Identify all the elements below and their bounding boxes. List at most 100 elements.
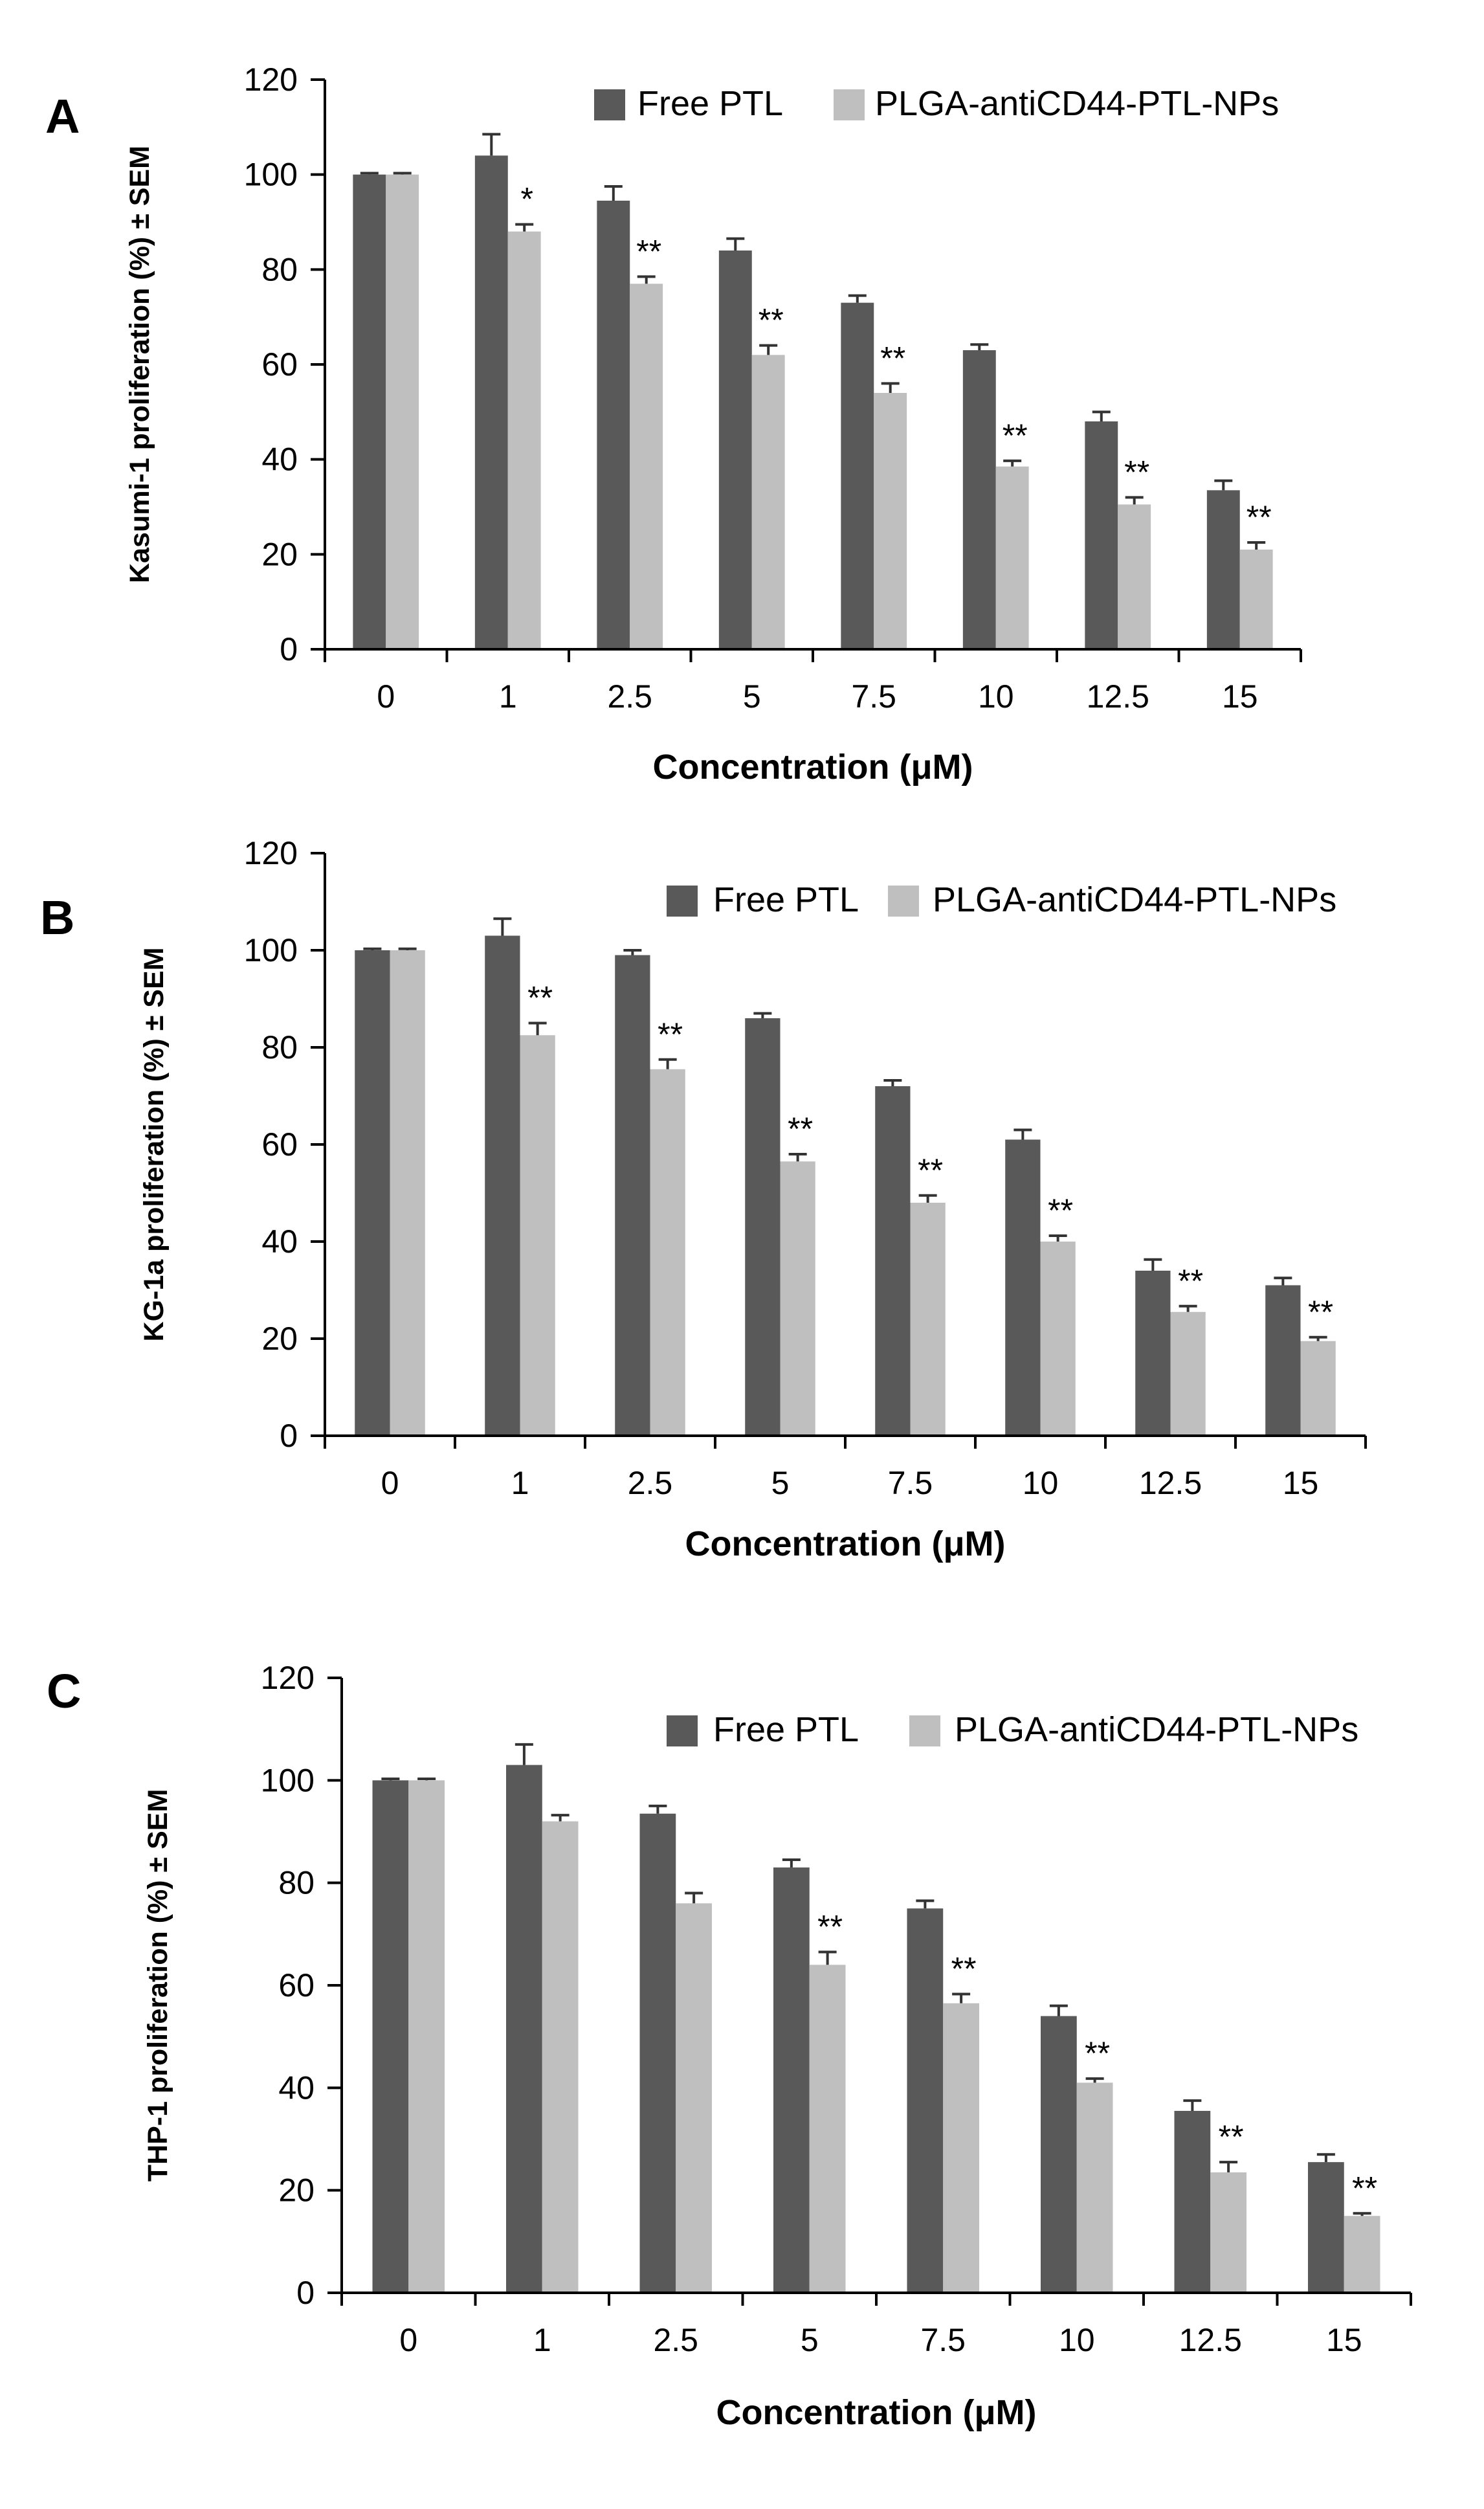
x-axis-title: Concentration (μM)	[716, 2393, 1037, 2432]
x-tick-label: 5	[743, 678, 761, 715]
bar-nps-1	[520, 1035, 555, 1436]
bar-free-ptl-2.5	[597, 201, 630, 649]
bar-free-ptl-2.5	[639, 1813, 676, 2293]
significance-marker: **	[788, 1111, 813, 1147]
bar-free-ptl-1	[505, 1765, 542, 2293]
bar-nps-5	[751, 355, 785, 649]
bar-free-ptl-0	[353, 174, 386, 650]
bar-nps-15	[1344, 2216, 1380, 2293]
legend: Free PTL PLGA-antiCD44-PTL-NPs	[594, 84, 1279, 123]
bar-free-ptl-0	[372, 1780, 409, 2293]
significance-marker: **	[636, 233, 661, 269]
bar-nps-7.5	[943, 2003, 980, 2293]
y-tick-label: 120	[244, 835, 298, 871]
x-tick-label: 10	[978, 678, 1014, 715]
significance-marker: **	[880, 340, 905, 376]
bar-free-ptl-7.5	[841, 302, 874, 650]
significance-marker: **	[1219, 2119, 1244, 2155]
bar-free-ptl-5	[745, 1018, 781, 1436]
x-axis-title: Concentration (μM)	[685, 1524, 1006, 1563]
legend-label-free-ptl: Free PTL	[637, 84, 783, 123]
x-tick-label: 2.5	[607, 678, 652, 715]
x-axis-title: Concentration (μM)	[653, 748, 973, 786]
x-tick-label: 10	[1023, 1465, 1059, 1501]
y-axis-title: Kasumi-1 proliferation (%) ± SEM	[124, 146, 155, 583]
bar-free-ptl-10	[1040, 2016, 1077, 2293]
y-tick-label: 40	[261, 1223, 298, 1260]
bar-nps-5	[809, 1965, 846, 2293]
y-tick-label: 0	[280, 1418, 298, 1454]
bar-free-ptl-12.5	[1174, 2110, 1211, 2293]
y-tick-label: 20	[278, 2172, 315, 2209]
significance-marker: **	[1308, 1294, 1333, 1330]
bar-free-ptl-12.5	[1085, 421, 1118, 649]
bar-nps-0	[386, 174, 419, 650]
y-tick-label: 60	[261, 1126, 298, 1163]
significance-marker: *	[520, 181, 533, 217]
x-tick-label: 12.5	[1179, 2322, 1242, 2358]
bar-free-ptl-5	[718, 251, 752, 649]
y-tick-label: 120	[244, 61, 298, 98]
legend-swatch-free-ptl	[667, 1715, 698, 1746]
bar-nps-15	[1239, 550, 1273, 649]
panel-letter: B	[40, 891, 74, 944]
bar-free-ptl-12.5	[1135, 1271, 1171, 1436]
panel-letter: C	[47, 1664, 81, 1718]
bar-nps-1	[507, 231, 541, 650]
x-tick-label: 7.5	[851, 678, 896, 715]
x-tick-label: 0	[399, 2322, 417, 2358]
x-tick-label: 1	[499, 678, 517, 715]
x-tick-label: 0	[377, 678, 395, 715]
y-tick-label: 100	[244, 157, 298, 193]
significance-marker: **	[1002, 418, 1028, 454]
y-tick-label: 20	[261, 536, 298, 572]
bar-free-ptl-15	[1206, 490, 1240, 649]
x-tick-label: 10	[1059, 2322, 1095, 2358]
y-tick-label: 100	[261, 1762, 315, 1798]
y-tick-label: 0	[296, 2275, 315, 2311]
legend-swatch-free-ptl	[594, 89, 625, 120]
x-tick-label: 7.5	[888, 1465, 933, 1501]
y-tick-label: 80	[261, 1029, 298, 1065]
x-tick-label: 12.5	[1087, 678, 1149, 715]
bar-nps-1	[542, 1821, 579, 2293]
x-tick-label: 15	[1222, 678, 1258, 715]
y-tick-label: 40	[261, 441, 298, 478]
bar-free-ptl-2.5	[615, 955, 650, 1436]
legend: Free PTL PLGA-antiCD44-PTL-NPs	[667, 1710, 1358, 1749]
legend-label-nps: PLGA-antiCD44-PTL-NPs	[875, 84, 1279, 123]
x-tick-label: 2.5	[628, 1465, 673, 1501]
bar-nps-0	[408, 1780, 445, 2293]
bar-nps-12.5	[1170, 1311, 1206, 1436]
legend-swatch-nps	[834, 89, 865, 120]
y-tick-label: 40	[278, 2069, 315, 2106]
y-tick-label: 80	[261, 251, 298, 287]
y-tick-label: 0	[280, 631, 298, 667]
x-tick-label: 15	[1283, 1465, 1319, 1501]
legend-label-free-ptl: Free PTL	[713, 880, 859, 919]
legend-swatch-nps	[888, 886, 919, 917]
significance-marker: **	[759, 302, 784, 339]
bar-nps-12.5	[1210, 2172, 1247, 2293]
significance-marker: **	[1352, 2170, 1377, 2206]
legend: Free PTL PLGA-antiCD44-PTL-NPs	[667, 880, 1336, 919]
bar-free-ptl-1	[485, 935, 520, 1436]
significance-marker: **	[1048, 1192, 1073, 1229]
bar-free-ptl-5	[773, 1867, 810, 2293]
significance-marker: **	[658, 1016, 683, 1053]
y-axis-title: KG-1a proliferation (%) ± SEM	[138, 948, 170, 1342]
significance-marker: **	[1085, 2035, 1110, 2071]
bar-free-ptl-15	[1307, 2162, 1344, 2293]
bar-nps-10	[995, 466, 1029, 649]
x-tick-label: 1	[511, 1465, 529, 1501]
bar-nps-0	[390, 950, 425, 1436]
legend-label-free-ptl: Free PTL	[713, 1710, 859, 1749]
bar-free-ptl-15	[1265, 1285, 1301, 1436]
legend-label-nps: PLGA-antiCD44-PTL-NPs	[955, 1710, 1358, 1749]
bar-nps-2.5	[630, 284, 663, 649]
y-tick-label: 80	[278, 1865, 315, 1901]
bar-free-ptl-7.5	[907, 1908, 944, 2293]
chart-panel-b: B 0 20 40 60 80 100 120 0 ** 1 ** 2.5 ** 5 ** 7.5 ** 10 ** 1…	[40, 835, 1367, 1563]
x-tick-label: 1	[533, 2322, 551, 2358]
